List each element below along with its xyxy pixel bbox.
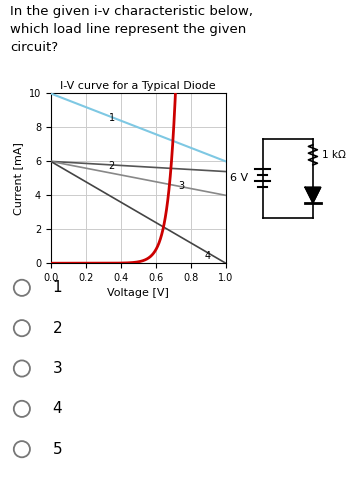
Text: In the given i-v characteristic below,
which load line represent the given
circu: In the given i-v characteristic below, w…: [10, 5, 253, 54]
Text: 5: 5: [52, 442, 62, 457]
Text: 3: 3: [52, 361, 62, 376]
Title: I-V curve for a Typical Diode: I-V curve for a Typical Diode: [61, 81, 216, 92]
Text: 1: 1: [52, 280, 62, 295]
Text: 2: 2: [108, 160, 115, 171]
Text: 6 V: 6 V: [230, 173, 248, 184]
Polygon shape: [305, 187, 321, 203]
Text: 4: 4: [205, 250, 211, 261]
Y-axis label: Current [mA]: Current [mA]: [13, 142, 23, 215]
Text: 2: 2: [52, 321, 62, 336]
Text: 1: 1: [108, 113, 115, 123]
Text: 4: 4: [52, 401, 62, 416]
X-axis label: Voltage [V]: Voltage [V]: [107, 288, 169, 299]
Text: 1 kΩ: 1 kΩ: [322, 150, 346, 160]
Text: 3: 3: [178, 181, 185, 191]
